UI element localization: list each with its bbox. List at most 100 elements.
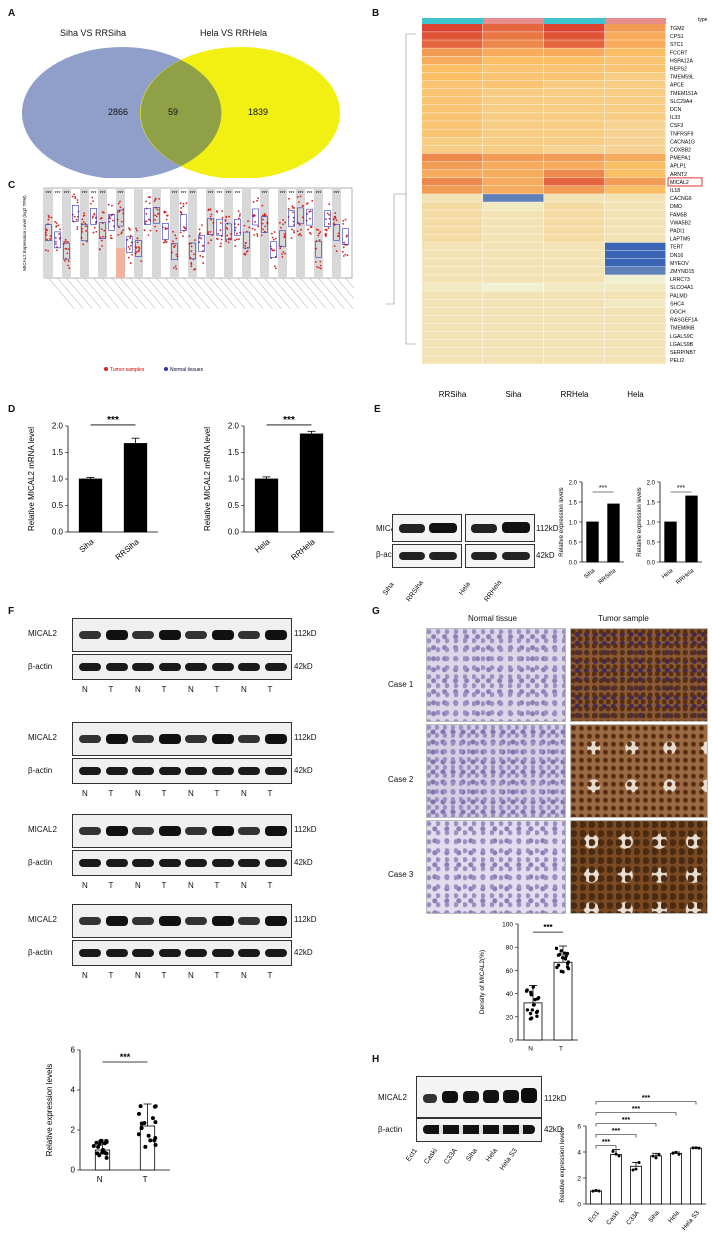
sig-mark: *** <box>612 1128 620 1135</box>
pancancer-x-label-line <box>264 277 291 309</box>
data-point <box>591 1189 595 1193</box>
heatmap-gene-label: LGALS9B <box>670 342 694 348</box>
pancancer-sig-mark: *** <box>46 191 52 197</box>
heatmap-cell <box>544 96 605 105</box>
f-band <box>238 631 260 639</box>
pancancer-x-label-line <box>318 277 345 309</box>
heatmap-cell <box>544 56 605 65</box>
pancancer-box <box>126 236 133 253</box>
pancancer-tumor-point <box>137 245 140 248</box>
pancancer-tumor-point <box>282 218 285 221</box>
heatmap-cell <box>544 323 605 332</box>
data-point <box>535 1014 539 1018</box>
pancancer-tumor-point <box>128 248 131 250</box>
data-point <box>594 1188 598 1192</box>
pancancer-tumor-point <box>198 228 201 231</box>
chart-d-hela: 0.0 0.5 1.0 1.5 2.0 Hela RRHela Relative MICAL2… <box>203 415 334 562</box>
sig-mark: *** <box>622 1117 630 1124</box>
f-band <box>158 949 181 957</box>
heatmap-cell <box>605 194 666 202</box>
pancancer-tumor-point <box>111 204 113 207</box>
heatmap-cell <box>422 129 483 137</box>
f-band <box>132 767 154 775</box>
heatmap-cell <box>605 24 666 32</box>
pancancer-box <box>342 228 349 245</box>
pancancer-tumor-point <box>148 202 151 205</box>
pancancer-x-label-line <box>309 277 336 309</box>
pancancer-tumor-point <box>59 228 61 231</box>
pancancer-box <box>234 218 241 236</box>
pancancer-tumor-point <box>179 231 182 234</box>
pancancer-tumor-point <box>236 238 238 241</box>
heatmap-cell <box>483 250 544 259</box>
sig-mark: *** <box>642 1095 650 1102</box>
heatmap-cell <box>422 96 483 105</box>
pancancer-tumor-point <box>317 234 320 237</box>
data-point <box>102 1141 107 1146</box>
heatmap-cell <box>422 121 483 129</box>
pancancer-tumor-point <box>263 213 266 215</box>
data-point <box>614 1152 618 1156</box>
heatmap-gene-label: FCCRT <box>670 50 688 56</box>
pancancer-box <box>108 214 115 231</box>
pancancer-tumor-point <box>81 218 84 221</box>
pancancer-band <box>152 188 161 278</box>
heatmap-cell <box>544 186 605 194</box>
y-tick-label: 0.0 <box>228 528 240 537</box>
pancancer-tumor-point <box>315 228 318 231</box>
pancancer-tumor-point <box>302 204 305 207</box>
bar <box>586 521 599 563</box>
heatmap-cell <box>605 40 666 48</box>
heatmap-cell <box>544 307 605 316</box>
heatmap-gene-label: VWA5B2 <box>670 220 691 226</box>
chart-e-siha: 0.0 0.5 1.0 1.5 2.0 Siha RRSiha Relative expres… <box>559 481 624 586</box>
pancancer-tumor-point <box>129 237 132 239</box>
pancancer-box <box>153 206 160 224</box>
f-band <box>238 917 260 925</box>
pancancer-tumor-point <box>188 235 191 238</box>
heatmap-cell <box>605 56 666 65</box>
sig-mark: *** <box>120 1052 131 1062</box>
venn-overlap-count: 59 <box>168 107 179 117</box>
pancancer-band <box>296 188 305 278</box>
bar <box>670 1152 682 1205</box>
pancancer-tumor-point <box>243 224 246 227</box>
pancancer-tumor-point <box>335 250 338 253</box>
pancancer-tumor-point <box>129 228 131 231</box>
pancancer-tumor-point <box>153 200 156 203</box>
f-protein2-label: β-actin <box>28 766 53 775</box>
heatmap-cell <box>422 169 483 178</box>
pancancer-box <box>171 243 178 260</box>
data-point <box>528 1011 533 1016</box>
heatmap-type-cell <box>483 18 544 24</box>
heatmap-column-label: Hela <box>627 390 644 399</box>
heatmap-cell <box>605 161 666 170</box>
f-protein1-label: MICAL2 <box>28 915 57 924</box>
pancancer-tumor-point <box>45 228 48 231</box>
pancancer-tumor-point <box>71 195 74 198</box>
x-category-label: Hela <box>661 568 675 581</box>
pancancer-tumor-point <box>92 215 94 218</box>
f-lane-label: N <box>241 685 247 694</box>
data-point <box>559 949 563 953</box>
pancancer-tumor-point <box>234 226 237 229</box>
pancancer-tumor-point <box>154 214 156 217</box>
heatmap-cell <box>422 331 483 340</box>
f-lane-label: N <box>241 971 247 980</box>
heatmap-gene-label: TMEM59L <box>670 75 694 81</box>
pancancer-tumor-point <box>219 245 222 248</box>
data-point <box>153 1104 158 1109</box>
f-lane-label: N <box>241 789 247 798</box>
heatmap-type-cell <box>605 18 666 24</box>
pancancer-tumor-point <box>182 226 185 228</box>
heatmap-gene-label: MICAL2 <box>670 180 689 186</box>
data-point <box>104 1155 109 1160</box>
pancancer-tumor-point <box>130 244 132 247</box>
pancancer-box <box>162 223 169 240</box>
heatmap-cell <box>422 88 483 97</box>
data-point <box>654 1156 658 1160</box>
pancancer-tumor-point <box>74 195 77 198</box>
f-band <box>264 767 287 775</box>
pancancer-tumor-point <box>164 211 167 213</box>
pancancer-tumor-point <box>173 245 176 248</box>
